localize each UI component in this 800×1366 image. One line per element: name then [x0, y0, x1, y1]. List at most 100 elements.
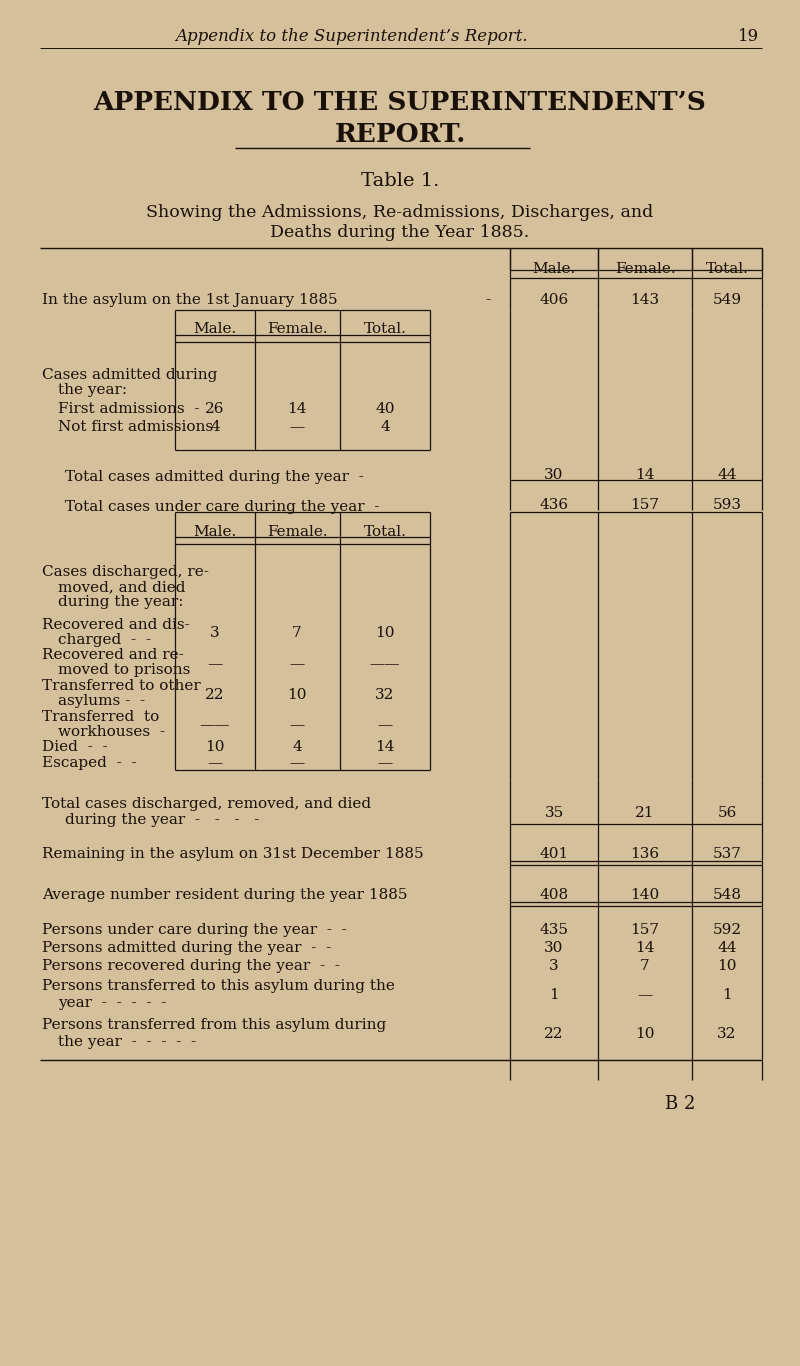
Text: 44: 44: [718, 941, 737, 955]
Text: —: —: [378, 719, 393, 732]
Text: 408: 408: [539, 888, 569, 902]
Text: Total.: Total.: [706, 262, 749, 276]
Text: 21: 21: [635, 806, 654, 820]
Text: In the asylum on the 1st January 1885: In the asylum on the 1st January 1885: [42, 292, 338, 307]
Text: 14: 14: [635, 469, 654, 482]
Text: 7: 7: [292, 626, 302, 641]
Text: 140: 140: [630, 888, 660, 902]
Text: 4: 4: [292, 740, 302, 754]
Text: —: —: [378, 755, 393, 770]
Text: 40: 40: [375, 402, 394, 417]
Text: B 2: B 2: [665, 1096, 695, 1113]
Text: 7: 7: [640, 959, 650, 973]
Text: 30: 30: [544, 941, 564, 955]
Text: 401: 401: [539, 847, 569, 861]
Text: -: -: [485, 292, 490, 307]
Text: 32: 32: [718, 1027, 737, 1041]
Text: Total cases admitted during the year  -: Total cases admitted during the year -: [65, 470, 364, 484]
Text: moved to prisons: moved to prisons: [58, 663, 190, 678]
Text: 30: 30: [544, 469, 564, 482]
Text: 157: 157: [630, 499, 659, 512]
Text: 157: 157: [630, 923, 659, 937]
Text: ——: ——: [370, 657, 400, 671]
Text: Female.: Female.: [266, 322, 327, 336]
Text: Male.: Male.: [532, 262, 576, 276]
Text: REPORT.: REPORT.: [334, 122, 466, 148]
Text: Recovered and dis-: Recovered and dis-: [42, 617, 190, 632]
Text: Remaining in the asylum on 31st December 1885: Remaining in the asylum on 31st December…: [42, 847, 424, 861]
Text: Transferred  to: Transferred to: [42, 710, 159, 724]
Text: 44: 44: [718, 469, 737, 482]
Text: 10: 10: [287, 688, 306, 702]
Text: Persons transferred to this asylum during the: Persons transferred to this asylum durin…: [42, 979, 395, 993]
Text: ——: ——: [200, 719, 230, 732]
Text: 136: 136: [630, 847, 659, 861]
Text: 14: 14: [635, 941, 654, 955]
Text: 549: 549: [713, 292, 742, 307]
Text: 4: 4: [380, 419, 390, 434]
Text: the year:: the year:: [58, 382, 127, 398]
Text: 22: 22: [206, 688, 225, 702]
Text: during the year  -   -   -   -: during the year - - - -: [65, 813, 259, 826]
Text: —: —: [290, 419, 305, 434]
Text: Not first admissions: Not first admissions: [58, 419, 213, 434]
Text: 10: 10: [718, 959, 737, 973]
Text: Showing the Admissions, Re-admissions, Discharges, and: Showing the Admissions, Re-admissions, D…: [146, 204, 654, 221]
Text: the year  -  -  -  -  -: the year - - - - -: [58, 1035, 196, 1049]
Text: —: —: [290, 657, 305, 671]
Text: Male.: Male.: [194, 525, 237, 540]
Text: Appendix to the Superintendent’s Report.: Appendix to the Superintendent’s Report.: [175, 27, 528, 45]
Text: Persons under care during the year  -  -: Persons under care during the year - -: [42, 923, 347, 937]
Text: 3: 3: [210, 626, 220, 641]
Text: 1: 1: [549, 988, 559, 1003]
Text: Total cases under care during the year  -: Total cases under care during the year -: [65, 500, 379, 514]
Text: 406: 406: [539, 292, 569, 307]
Text: 35: 35: [544, 806, 564, 820]
Text: Died  -  -: Died - -: [42, 740, 108, 754]
Text: —: —: [290, 755, 305, 770]
Text: 537: 537: [713, 847, 742, 861]
Text: 10: 10: [375, 626, 394, 641]
Text: Female.: Female.: [614, 262, 675, 276]
Text: charged  -  -: charged - -: [58, 632, 151, 647]
Text: —: —: [207, 755, 222, 770]
Text: 10: 10: [206, 740, 225, 754]
Text: 32: 32: [375, 688, 394, 702]
Text: Total.: Total.: [363, 322, 406, 336]
Text: 143: 143: [630, 292, 659, 307]
Text: 3: 3: [549, 959, 559, 973]
Text: 56: 56: [718, 806, 737, 820]
Text: Total cases discharged, removed, and died: Total cases discharged, removed, and die…: [42, 796, 371, 811]
Text: asylums -  -: asylums - -: [58, 694, 145, 708]
Text: Transferred to other: Transferred to other: [42, 679, 201, 693]
Text: APPENDIX TO THE SUPERINTENDENT’S: APPENDIX TO THE SUPERINTENDENT’S: [94, 90, 706, 115]
Text: moved, and died: moved, and died: [58, 581, 186, 594]
Text: Deaths during the Year 1885.: Deaths during the Year 1885.: [270, 224, 530, 240]
Text: Cases discharged, re-: Cases discharged, re-: [42, 566, 209, 579]
Text: during the year:: during the year:: [58, 596, 183, 609]
Text: 593: 593: [713, 499, 742, 512]
Text: —: —: [207, 657, 222, 671]
Text: 10: 10: [635, 1027, 654, 1041]
Text: Table 1.: Table 1.: [361, 172, 439, 190]
Text: First admissions  -: First admissions -: [58, 402, 199, 417]
Text: Persons recovered during the year  -  -: Persons recovered during the year - -: [42, 959, 340, 973]
Text: Cases admitted during: Cases admitted during: [42, 367, 218, 382]
Text: Male.: Male.: [194, 322, 237, 336]
Text: Total.: Total.: [363, 525, 406, 540]
Text: Average number resident during the year 1885: Average number resident during the year …: [42, 888, 407, 902]
Text: Female.: Female.: [266, 525, 327, 540]
Text: 1: 1: [722, 988, 732, 1003]
Text: year  -  -  -  -  -: year - - - - -: [58, 996, 166, 1009]
Text: 4: 4: [210, 419, 220, 434]
Text: Persons admitted during the year  -  -: Persons admitted during the year - -: [42, 941, 331, 955]
Text: 19: 19: [738, 27, 759, 45]
Text: 22: 22: [544, 1027, 564, 1041]
Text: 436: 436: [539, 499, 569, 512]
Text: Escaped  -  -: Escaped - -: [42, 755, 137, 770]
Text: 14: 14: [287, 402, 306, 417]
Text: 548: 548: [713, 888, 742, 902]
Text: —: —: [290, 719, 305, 732]
Text: workhouses  -: workhouses -: [58, 725, 165, 739]
Text: Recovered and re-: Recovered and re-: [42, 647, 184, 663]
